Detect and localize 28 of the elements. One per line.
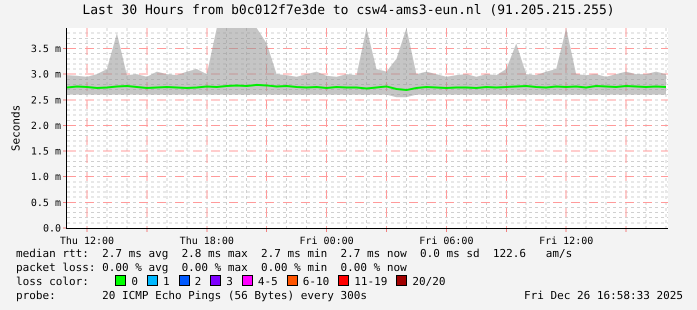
x-tick-label: Fri 12:00 [539,236,594,247]
y-axis-title: Seconds [10,104,23,152]
text: 1 [162,275,170,288]
x-tick-label: Thu 18:00 [180,236,234,247]
text: 3 [225,275,233,288]
x-tick-label: Thu 12:00 [60,236,114,247]
y-tick-label: 1.5 m [30,146,61,158]
y-tick-label: 1.0 m [30,172,61,184]
y-tick-label: 3.0 m [30,70,61,81]
text: median rtt: 2.7 ms avg 2.8 ms max 2.7 ms min 2.7 ms now 0.0 ms sd 122.6 am/s [16,247,572,260]
text: packet loss: 0.00 % avg 0.00 % max 0.00 % min 0.00 % now [16,261,407,274]
y-tick-label: 3.5 m [30,44,61,56]
legend-title: loss color: [16,275,89,288]
x-tick-label: Fri 06:00 [419,236,474,247]
y-tick-label: 2.5 m [30,95,61,106]
text: 0 [130,275,138,288]
text: 2 [194,275,202,288]
chart-title: Last 30 Hours from b0c012f7e3de to csw4-ams3-eun.nl (91.205.215.255) [82,2,615,18]
text: 4-5 [256,275,278,288]
text: probe: 20 ICMP Echo Pings (56 Bytes) every 300s [16,289,367,302]
text: Fri Dec 26 16:58:33 2025 [524,289,683,302]
y-tick-label: 0.5 m [30,198,61,209]
x-tick-label: Fri 00:00 [299,236,354,247]
text: 20/20 [411,275,446,288]
text: 6-10 [302,275,330,288]
text: 11-19 [353,275,388,288]
y-tick-label: 2.0 m [30,120,61,132]
y-tick-label: 0.0 [42,224,61,234]
